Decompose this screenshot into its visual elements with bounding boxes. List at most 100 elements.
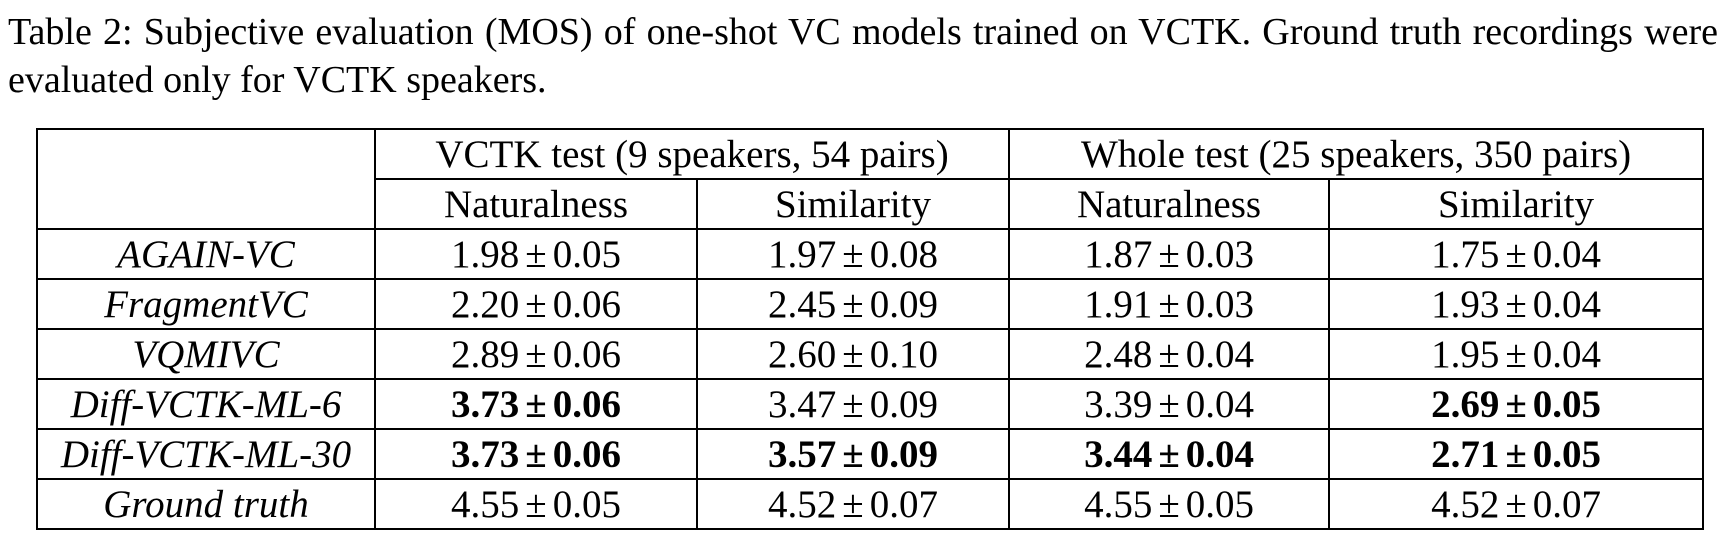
plus-minus-symbol: ±: [525, 432, 547, 476]
plus-minus-symbol: ±: [1158, 432, 1180, 476]
sub-header-whole-naturalness: Naturalness: [1008, 178, 1331, 230]
sub-header-vctk-similarity: Similarity: [695, 178, 1011, 230]
plus-minus-symbol: ±: [1505, 382, 1527, 426]
sub-header-whole-similarity: Similarity: [1328, 178, 1705, 230]
score-error: 0.06: [552, 432, 621, 476]
plus-minus-symbol: ±: [842, 432, 864, 476]
score-cell-vctk-similarity: 2.45 ±0.09: [695, 278, 1011, 330]
score-cell-vctk-naturalness: 3.73 ±0.06: [374, 378, 698, 430]
plus-minus-symbol: ±: [525, 332, 547, 376]
score-mean: 4.55: [1084, 482, 1153, 526]
score-mean: 2.69: [1431, 382, 1500, 426]
score-mean: 4.52: [768, 482, 837, 526]
corner-cell: [36, 128, 376, 230]
score-cell-whole-naturalness: 1.87 ±0.03: [1008, 228, 1331, 280]
model-name-cell: Diff-VCTK-ML-6: [36, 378, 376, 430]
model-name-cell: Ground truth: [36, 478, 376, 530]
plus-minus-symbol: ±: [842, 332, 864, 376]
score-mean: 1.91: [1084, 282, 1153, 326]
score-cell-vctk-naturalness: 2.20 ±0.06: [374, 278, 698, 330]
score-mean: 2.60: [768, 332, 837, 376]
plus-minus-symbol: ±: [842, 482, 864, 526]
score-cell-whole-naturalness: 1.91 ±0.03: [1008, 278, 1331, 330]
model-name-cell: VQMIVC: [36, 328, 376, 380]
score-mean: 2.45: [768, 282, 837, 326]
score-cell-vctk-similarity: 3.47 ±0.09: [695, 378, 1011, 430]
table-row: FragmentVC 2.20 ±0.06 2.45 ±0.09 1.91 ±0.03 1.9…: [36, 278, 1705, 330]
score-cell-whole-naturalness: 3.39 ±0.04: [1008, 378, 1331, 430]
score-cell-vctk-similarity: 4.52 ±0.07: [695, 478, 1011, 530]
score-mean: 3.73: [451, 382, 520, 426]
group-header-row: VCTK test (9 speakers, 54 pairs) Whole t…: [36, 128, 1705, 230]
score-error: 0.04: [1185, 332, 1254, 376]
score-error: 0.05: [552, 232, 621, 276]
score-mean: 3.39: [1084, 382, 1153, 426]
score-mean: 4.52: [1431, 482, 1500, 526]
score-cell-vctk-similarity: 1.97 ±0.08: [695, 228, 1011, 280]
score-error: 0.04: [1185, 432, 1254, 476]
score-error: 0.08: [869, 232, 938, 276]
score-mean: 1.97: [768, 232, 837, 276]
score-mean: 3.44: [1084, 432, 1153, 476]
table-row: VQMIVC 2.89 ±0.06 2.60 ±0.10 2.48 ±0.04 1.95 ±0.…: [36, 328, 1705, 380]
plus-minus-symbol: ±: [525, 382, 547, 426]
plus-minus-symbol: ±: [1158, 382, 1180, 426]
score-mean: 2.20: [451, 282, 520, 326]
table-row: Ground truth 4.55 ±0.05 4.52 ±0.07 4.55 ±0.05 4…: [36, 478, 1705, 530]
score-error: 0.05: [1532, 432, 1601, 476]
table-row: Diff-VCTK-ML-30 3.73 ±0.06 3.57 ±0.09 3.44 ±0.…: [36, 428, 1705, 480]
score-mean: 1.98: [451, 232, 520, 276]
plus-minus-symbol: ±: [525, 482, 547, 526]
table-caption: Table 2: Subjective evaluation (MOS) of …: [8, 11, 1718, 101]
score-cell-vctk-similarity: 3.57 ±0.09: [695, 428, 1011, 480]
score-cell-whole-similarity: 1.75 ±0.04: [1328, 228, 1705, 280]
score-error: 0.04: [1532, 232, 1601, 276]
score-mean: 2.89: [451, 332, 520, 376]
score-error: 0.06: [552, 332, 621, 376]
group-header-whole-test: Whole test (25 speakers, 350 pairs): [1008, 128, 1705, 180]
score-mean: 1.75: [1431, 232, 1500, 276]
sub-header-row: Naturalness Similarity Naturalness Simil…: [37, 178, 1705, 230]
plus-minus-symbol: ±: [1158, 232, 1180, 276]
score-cell-whole-similarity: 1.95 ±0.04: [1328, 328, 1705, 380]
score-cell-vctk-naturalness: 4.55 ±0.05: [374, 478, 698, 530]
plus-minus-symbol: ±: [525, 232, 547, 276]
model-name-cell: AGAIN-VC: [36, 228, 376, 280]
score-error: 0.03: [1185, 282, 1254, 326]
plus-minus-symbol: ±: [1505, 332, 1527, 376]
score-cell-whole-similarity: 2.71 ±0.05: [1328, 428, 1705, 480]
plus-minus-symbol: ±: [1158, 482, 1180, 526]
plus-minus-symbol: ±: [525, 282, 547, 326]
score-error: 0.03: [1185, 232, 1254, 276]
score-mean: 1.93: [1431, 282, 1500, 326]
plus-minus-symbol: ±: [1158, 282, 1180, 326]
score-error: 0.09: [869, 282, 938, 326]
score-error: 0.10: [869, 332, 938, 376]
score-cell-vctk-naturalness: 3.73 ±0.06: [374, 428, 698, 480]
score-mean: 3.73: [451, 432, 520, 476]
plus-minus-symbol: ±: [1505, 232, 1527, 276]
plus-minus-symbol: ±: [1158, 332, 1180, 376]
results-table-body: VCTK test (9 speakers, 54 pairs) Whole t…: [36, 128, 1705, 530]
score-cell-vctk-similarity: 2.60 ±0.10: [695, 328, 1011, 380]
results-table: VCTK test (9 speakers, 54 pairs) Whole t…: [36, 128, 1705, 530]
score-cell-vctk-naturalness: 1.98 ±0.05: [374, 228, 698, 280]
plus-minus-symbol: ±: [842, 232, 864, 276]
score-error: 0.04: [1532, 282, 1601, 326]
score-error: 0.04: [1532, 332, 1601, 376]
score-cell-whole-naturalness: 4.55 ±0.05: [1008, 478, 1331, 530]
plus-minus-symbol: ±: [1505, 482, 1527, 526]
score-mean: 3.47: [768, 382, 837, 426]
score-error: 0.05: [1532, 382, 1601, 426]
score-cell-whole-similarity: 2.69 ±0.05: [1328, 378, 1705, 430]
model-name-cell: FragmentVC: [36, 278, 376, 330]
plus-minus-symbol: ±: [842, 382, 864, 426]
score-error: 0.04: [1185, 382, 1254, 426]
score-mean: 2.71: [1431, 432, 1500, 476]
score-mean: 1.95: [1431, 332, 1500, 376]
score-error: 0.07: [869, 482, 938, 526]
score-cell-whole-naturalness: 2.48 ±0.04: [1008, 328, 1331, 380]
score-mean: 1.87: [1084, 232, 1153, 276]
score-error: 0.06: [552, 382, 621, 426]
plus-minus-symbol: ±: [842, 282, 864, 326]
